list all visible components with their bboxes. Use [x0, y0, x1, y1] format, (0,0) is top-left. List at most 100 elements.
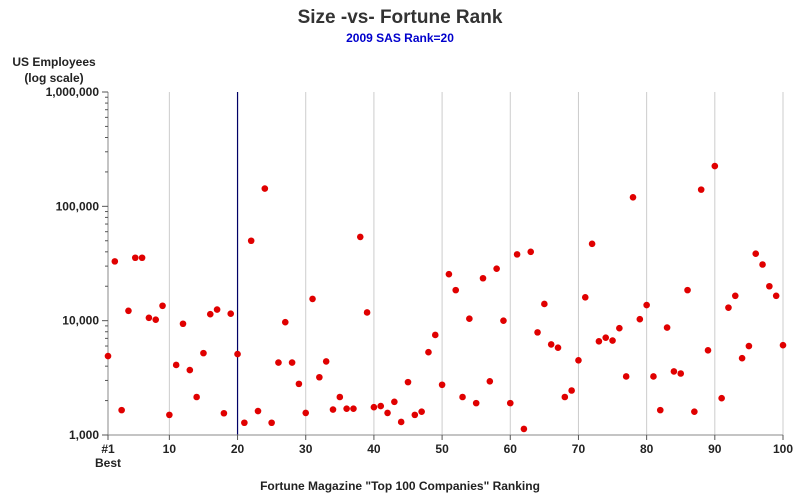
- data-point: [179, 320, 187, 328]
- data-point: [568, 387, 575, 394]
- data-point: [125, 307, 132, 315]
- data-point: [220, 409, 228, 417]
- data-point: [152, 316, 160, 323]
- data-point: [356, 233, 364, 241]
- data-point: [281, 318, 289, 326]
- data-point: [411, 411, 419, 419]
- data-point: [302, 409, 310, 417]
- data-point: [193, 393, 200, 401]
- data-point: [609, 337, 616, 344]
- data-point: [588, 240, 596, 248]
- data-point: [684, 286, 691, 294]
- data-point: [138, 254, 146, 262]
- y-tick-label: 1,000,000: [46, 85, 100, 99]
- data-point: [718, 394, 725, 402]
- data-point: [166, 411, 173, 419]
- data-point: [547, 341, 555, 348]
- x-tick-label: #1: [101, 442, 115, 456]
- data-point: [691, 408, 698, 415]
- data-point: [581, 294, 589, 301]
- data-point: [595, 337, 603, 345]
- data-point: [343, 405, 350, 412]
- data-point: [472, 399, 480, 407]
- data-point: [200, 349, 207, 357]
- data-point: [622, 373, 630, 380]
- data-point: [486, 377, 494, 385]
- data-point: [438, 381, 446, 389]
- data-point: [493, 265, 500, 272]
- x-tick-label: 70: [572, 442, 586, 456]
- data-point: [377, 402, 385, 410]
- x-tick-label: 40: [367, 442, 381, 456]
- y-tick-label: 1,000: [69, 428, 99, 442]
- data-point: [329, 406, 337, 413]
- data-point: [172, 361, 180, 369]
- data-point: [650, 373, 657, 380]
- data-point: [759, 261, 766, 268]
- data-point: [452, 286, 460, 294]
- data-point: [104, 352, 112, 360]
- x-tick-label: 60: [504, 442, 518, 456]
- x-axis-label: Fortune Magazine "Top 100 Companies" Ran…: [260, 479, 540, 493]
- data-point: [616, 324, 623, 332]
- data-point: [513, 251, 521, 258]
- chart-subtitle: 2009 SAS Rank=20: [346, 31, 454, 45]
- data-point: [404, 378, 412, 386]
- data-point: [391, 398, 398, 406]
- x-tick-label: 10: [163, 442, 177, 456]
- data-point: [384, 409, 391, 417]
- data-point: [670, 368, 678, 375]
- data-point: [745, 342, 753, 350]
- y-axis-label-line2: (log scale): [24, 71, 84, 85]
- data-point: [131, 254, 139, 262]
- data-point: [656, 406, 664, 414]
- data-point: [772, 292, 780, 300]
- data-point: [363, 309, 371, 316]
- data-point: [145, 314, 153, 322]
- data-point: [731, 292, 739, 300]
- data-point: [466, 315, 473, 323]
- data-point: [534, 329, 541, 336]
- x-tick-label: 90: [708, 442, 722, 456]
- data-point: [213, 306, 221, 313]
- data-point: [479, 274, 487, 282]
- data-point: [561, 393, 569, 401]
- data-point: [118, 406, 125, 414]
- data-point: [254, 407, 262, 415]
- x-tick-sublabel: Best: [95, 456, 121, 470]
- x-tick-label: 30: [299, 442, 313, 456]
- data-point: [677, 370, 685, 377]
- data-point: [602, 334, 610, 341]
- data-point: [425, 348, 432, 356]
- data-point: [370, 403, 378, 411]
- data-point: [629, 193, 637, 201]
- data-point: [309, 295, 316, 303]
- data-point: [241, 419, 248, 427]
- data-point: [520, 425, 528, 433]
- data-point: [445, 270, 453, 278]
- data-point: [636, 315, 644, 323]
- data-point: [350, 405, 357, 412]
- data-point: [459, 393, 466, 401]
- data-point: [288, 359, 296, 366]
- data-point: [206, 310, 214, 318]
- data-point: [704, 347, 712, 354]
- data-point: [663, 324, 671, 331]
- data-point: [261, 185, 269, 192]
- data-point: [506, 399, 514, 407]
- data-point: [752, 250, 760, 258]
- x-tick-label: 100: [773, 442, 793, 456]
- y-axis-label-line1: US Employees: [12, 55, 96, 69]
- data-point: [159, 302, 166, 310]
- data-point: [711, 162, 719, 170]
- data-point: [779, 341, 787, 349]
- x-tick-label: 50: [435, 442, 449, 456]
- data-point: [527, 248, 535, 256]
- y-axis-label: US Employees (log scale): [4, 54, 104, 86]
- data-point: [725, 304, 732, 311]
- data-point: [554, 344, 562, 352]
- data-point: [575, 357, 582, 364]
- data-point: [111, 258, 119, 265]
- data-point: [643, 301, 650, 309]
